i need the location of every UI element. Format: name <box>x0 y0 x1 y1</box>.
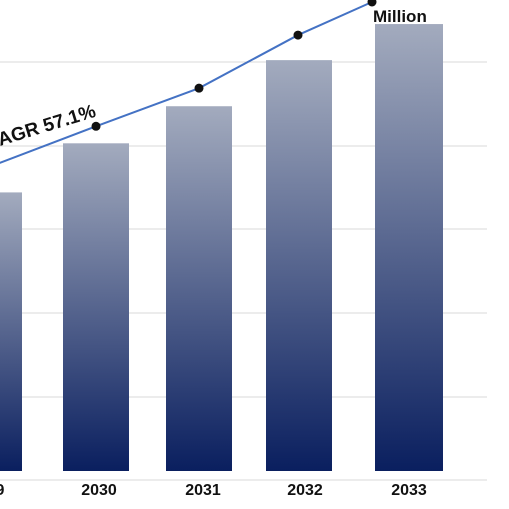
x-tick-label-2029: 9 <box>0 482 5 499</box>
x-tick-label-2031: 2031 <box>185 482 221 499</box>
bar-2029 <box>0 192 22 471</box>
trend-marker-2032 <box>293 30 303 40</box>
x-tick-label-2033: 2033 <box>391 482 427 499</box>
trend-marker-2033 <box>367 0 377 7</box>
trend-marker-2031 <box>194 83 204 93</box>
bar-2033 <box>375 24 443 472</box>
x-tick-label-2030: 2030 <box>81 482 117 499</box>
x-tick-label-2032: 2032 <box>287 482 323 499</box>
bar-2030 <box>63 143 129 471</box>
trend-marker-2030 <box>91 121 101 131</box>
unit-annotation: Million <box>373 7 427 26</box>
bar-2031 <box>166 106 232 472</box>
bars <box>0 24 443 472</box>
trend-line-group <box>0 0 377 164</box>
bar-2032 <box>266 60 332 472</box>
x-axis-tick-labels: 9 2030 2031 2032 2033 <box>0 482 427 499</box>
